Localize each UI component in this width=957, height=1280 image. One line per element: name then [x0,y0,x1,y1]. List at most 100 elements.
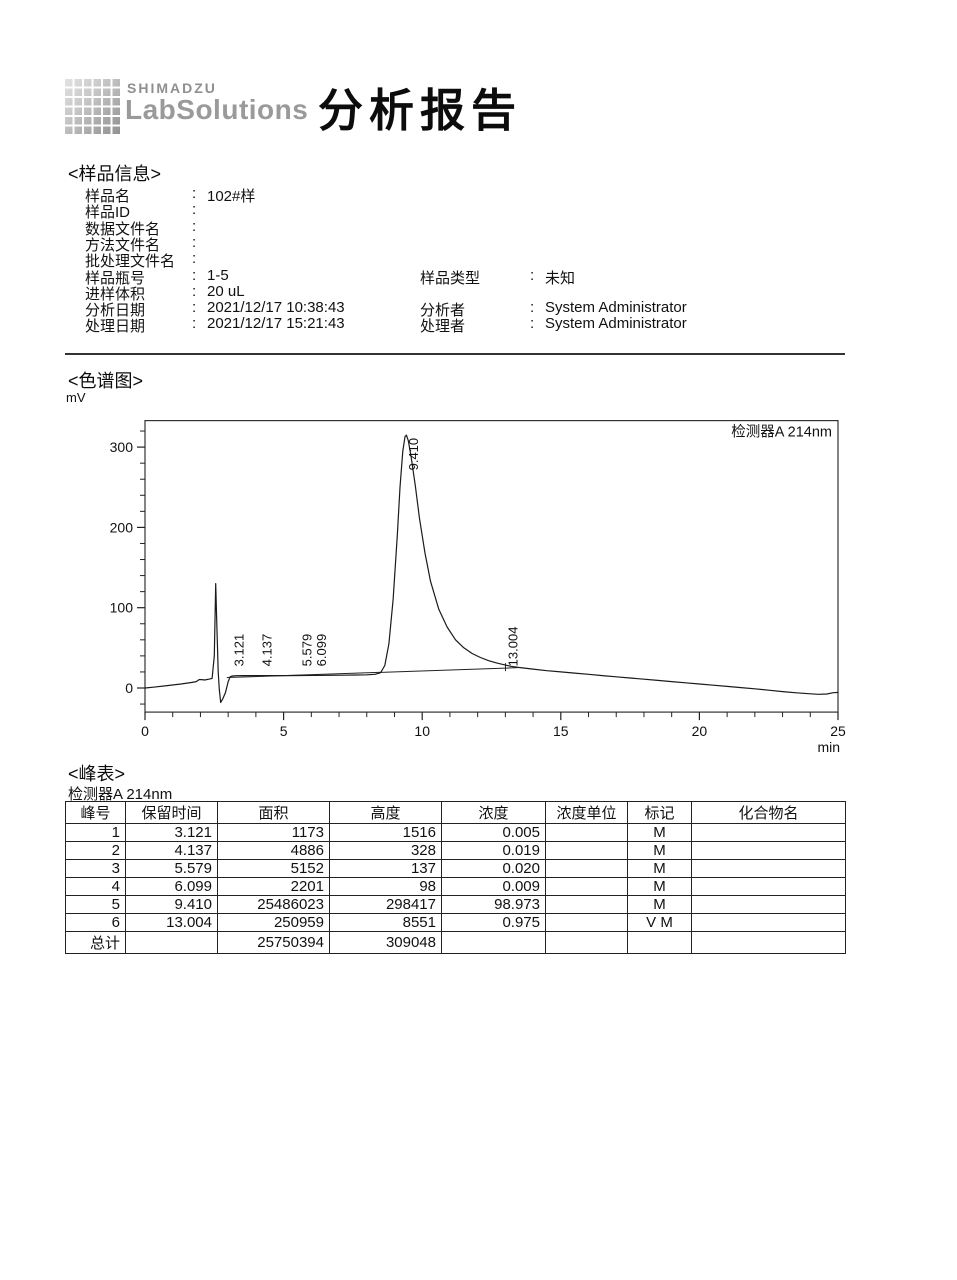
info-colon: : [192,266,197,284]
info-label: 批处理文件名 [85,253,176,271]
plot-border [144,420,839,713]
peak-table-cell: 98.973 [441,895,546,914]
peak-table-header-cell: 高度 [329,801,442,824]
peak-table-cell [545,859,628,878]
report-title: 分析报告 [318,85,523,136]
sample-info-row: 批处理文件名: [0,250,957,270]
info-label: 样品名 [85,188,131,205]
x-axis-tick-label: 20 [692,723,708,739]
peak-table-total-row: 总计 25750394 309048 [65,931,846,954]
info-value: System Administrator [545,299,687,317]
info-label: 进样体积 [85,285,146,303]
peak-table-row: 2 4.137 4886 328 0.019 M [65,841,846,860]
info-colon: : [192,282,197,300]
peak-table-cell [691,841,846,860]
sample-info-row: 方法文件名: [0,233,957,254]
peak-table-cell: 2 [65,841,126,860]
peak-table-cell [545,823,628,842]
peak-table-cell: 0.009 [441,877,546,896]
info-value: 2021/12/17 15:21:43 [207,315,345,333]
peak-table-section-title: <峰表> [68,764,126,784]
sample-info-row: 数据文件名: [0,217,957,238]
info-label: 样品瓶号 [85,269,146,287]
peak-table-row: 3 5.579 5152 137 0.020 M [65,859,846,878]
info-colon: : [192,315,197,333]
peak-table-cell [691,823,846,842]
peak-table-header-row: 峰号 保留时间 面积 高度 浓度 浓度单位 标记 化合物名 [65,801,846,824]
info-colon: : [192,201,197,219]
info-colon: : [530,315,535,333]
peak-table-cell [545,913,628,932]
sample-info-row: 样品瓶号:1-5 样品类型: 未知 [0,266,957,287]
info-label: 样品类型 [420,269,481,287]
x-axis-unit-label: min [817,739,840,755]
peak-table-cell: 250959 [217,913,330,932]
peak-retention-label: 4.137 [260,634,275,667]
peak-table-row: 4 6.099 2201 98 0.009 M [65,877,846,896]
peak-table-cell: 25486023 [217,895,330,914]
info-colon: : [192,299,197,317]
info-label: 分析者 [420,302,466,320]
peak-table-cell [691,877,846,896]
info-value: 2021/12/17 10:38:43 [207,299,345,317]
peak-retention-label: 9.410 [406,438,421,471]
peak-table-cell: 1 [65,823,126,842]
sample-info-section-title: <样品信息> [68,164,162,184]
peak-table-cell: 298417 [329,895,442,914]
peak-table-cell [545,931,628,954]
peak-table-cell: M [627,823,692,842]
x-axis-tick-label: 5 [280,723,288,739]
info-colon: : [192,233,197,251]
peak-table-cell: 0.975 [441,913,546,932]
info-value: 102#样 [207,188,256,205]
detector-label: 检测器A 214nm [731,424,832,441]
peak-table-header-cell: 保留时间 [125,801,218,824]
peak-table-cell: 13.004 [125,913,218,932]
peak-table-cell: 0.020 [441,859,546,878]
peak-table-cell [545,841,628,860]
peak-table-cell: 6 [65,913,126,932]
peak-table-cell: 1173 [217,823,330,842]
peak-table-header-cell: 标记 [627,801,692,824]
peak-table-cell: 2201 [217,877,330,896]
peak-table-cell: M [627,859,692,878]
peak-table-header-cell: 浓度 [441,801,546,824]
info-colon: : [192,217,197,235]
shimadzu-logo-icon [65,79,122,136]
peak-table-cell [691,895,846,914]
peak-table-row: 1 3.121 1173 1516 0.005 M [65,823,846,842]
chromatogram-trace [144,434,839,704]
peak-table-cell [441,931,546,954]
sample-info-row: 处理日期:2021/12/17 15:21:43 处理者: System Admin… [0,315,957,335]
info-colon: : [192,185,197,202]
peak-table-cell [125,931,218,954]
peak-table: 峰号 保留时间 面积 高度 浓度 浓度单位 标记 化合物名 1 3.121 1173 1516 0.00… [65,801,846,954]
peak-table-cell [627,931,692,954]
info-colon: : [192,250,197,268]
brand-name: SHIMADZU [127,80,217,96]
y-axis-unit-label: mV [66,390,86,405]
peak-retention-label: 5.579 [300,634,315,667]
peak-table-cell: M [627,841,692,860]
peak-table-cell: 4 [65,877,126,896]
peak-table-header-cell: 浓度单位 [545,801,628,824]
info-label: 处理者 [420,318,466,336]
info-value: 1-5 [207,266,229,284]
peak-table-cell: 0.019 [441,841,546,860]
x-axis-tick-label: 0 [141,723,149,739]
peak-table-header-cell: 面积 [217,801,330,824]
info-value: 未知 [545,269,576,287]
info-value: 20 uL [207,282,245,300]
info-colon: : [530,266,535,284]
peak-table-header-cell: 峰号 [65,801,126,824]
info-label: 分析日期 [85,302,146,320]
peak-table-cell: V M [627,913,692,932]
peak-table-cell: 3.121 [125,823,218,842]
y-axis-tick-label: 0 [125,680,133,696]
peak-table-cell: 4.137 [125,841,218,860]
peak-table-cell: 5 [65,895,126,914]
peak-table-cell: 25750394 [217,931,330,954]
peak-retention-label: 3.121 [232,634,247,667]
sample-info-row: 样品ID: [0,201,957,221]
